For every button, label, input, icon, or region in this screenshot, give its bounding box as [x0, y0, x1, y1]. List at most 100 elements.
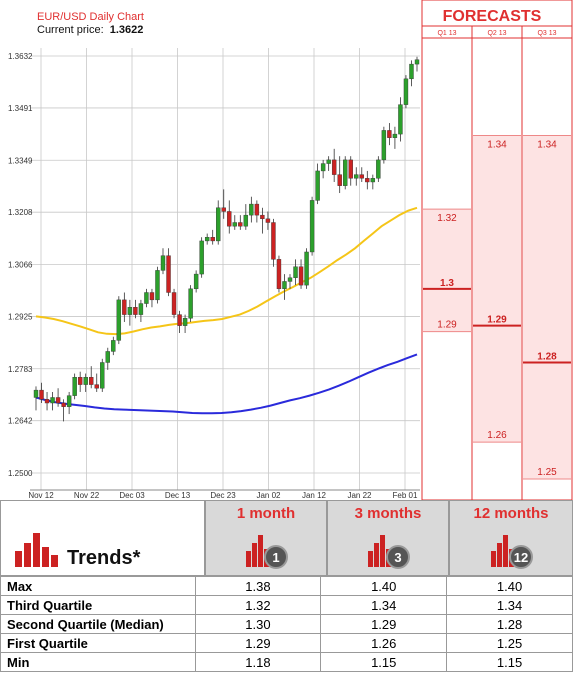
- trend-value: 1.40: [446, 576, 573, 596]
- candle-body: [160, 255, 166, 271]
- candle-body: [83, 377, 88, 385]
- trend-value: 1.15: [446, 652, 573, 672]
- candle-body: [127, 307, 133, 315]
- x-tick-label: Jan 22: [347, 491, 372, 500]
- candle-body: [94, 384, 99, 389]
- x-tick-label: Dec 23: [210, 491, 236, 500]
- candle-body: [376, 159, 381, 179]
- x-tick-label: Nov 12: [28, 491, 54, 500]
- forecast-column-label: Q2 13: [487, 30, 506, 37]
- candle-body: [227, 211, 232, 227]
- forecast-first-quartile-label: 1.25: [537, 467, 557, 478]
- trend-value: 1.34: [446, 595, 573, 615]
- candle-body: [359, 174, 364, 179]
- candle-body: [33, 389, 39, 398]
- candle-body: [354, 174, 359, 179]
- candle-body: [381, 130, 387, 161]
- candle-body: [89, 377, 94, 385]
- icon-badge: [386, 545, 410, 569]
- candle-body: [116, 299, 122, 341]
- trend-column-header: 1 month 1: [205, 500, 327, 576]
- forecast-range-band: [423, 209, 471, 332]
- candle-body: [182, 318, 188, 326]
- candle-body: [331, 159, 337, 175]
- candle-body: [293, 266, 298, 278]
- y-tick-label: 1.3208: [8, 208, 33, 217]
- trend-value: 1.34: [320, 595, 448, 615]
- y-tick-label: 1.3066: [8, 261, 33, 270]
- forecast-first-quartile-label: 1.26: [487, 430, 507, 441]
- candle-body: [249, 203, 254, 216]
- trend-row: Third Quartile 1.32 1.34 1.34: [0, 595, 573, 615]
- candle-body: [254, 203, 260, 216]
- y-tick-label: 1.2925: [8, 312, 33, 321]
- x-tick-label: Nov 22: [74, 491, 100, 500]
- candle-body: [320, 163, 326, 172]
- candle-body: [111, 340, 116, 352]
- trend-row-label: Second Quartile (Median): [0, 614, 196, 634]
- candle-body: [392, 133, 398, 138]
- x-tick-label: Feb 01: [393, 491, 418, 500]
- forecast-range-band: [473, 135, 521, 443]
- trends-table: Max 1.38 1.40 1.40 Third Quartile 1.32 1.34 1.3…: [0, 576, 573, 672]
- bar-chart-icon: [15, 533, 58, 567]
- y-tick-label: 1.3491: [8, 104, 33, 113]
- forecast-column-label: Q1 13: [437, 30, 456, 37]
- candle-body: [243, 214, 249, 227]
- candle-body: [144, 292, 149, 304]
- candle-body: [315, 170, 320, 201]
- trend-row-label: Third Quartile: [0, 595, 196, 615]
- trend-row-label: Min: [0, 652, 196, 672]
- trend-value: 1.26: [320, 633, 448, 653]
- icon-bar: [491, 551, 496, 567]
- candle-body: [216, 207, 221, 242]
- candle-body: [138, 303, 144, 315]
- candle-body: [171, 292, 177, 315]
- candle-body: [72, 377, 77, 396]
- trend-column-title: 3 months: [354, 505, 422, 522]
- candle-body: [155, 270, 160, 301]
- forecast-third-quartile-label: 1.34: [487, 139, 507, 150]
- forecasts-title: FORECASTS: [443, 8, 542, 25]
- candle-body: [343, 159, 348, 186]
- candle-body: [387, 130, 392, 138]
- trend-value: 1.25: [446, 633, 573, 653]
- forecast-column-label: Q3 13: [537, 30, 556, 37]
- icon-bar: [497, 543, 502, 567]
- trend-row: Second Quartile (Median) 1.30 1.29 1.28: [0, 614, 573, 634]
- candle-body: [122, 299, 127, 315]
- current-price-label: Current price:: [37, 24, 104, 36]
- price-chart: EUR/USD Daily Chart Current price: 1.362…: [8, 0, 573, 500]
- candle-body: [271, 222, 276, 260]
- candle-body: [61, 402, 66, 407]
- x-tick-label: Dec 03: [119, 491, 145, 500]
- x-tick-label: Jan 12: [302, 491, 327, 500]
- candle-body: [133, 307, 138, 315]
- candle-body: [309, 200, 315, 253]
- candle-body: [50, 397, 55, 404]
- candle-body: [204, 237, 210, 242]
- forecast-third-quartile-label: 1.34: [537, 139, 557, 150]
- candle-body: [39, 389, 44, 400]
- current-price-text: Current price: 1.3622: [37, 24, 143, 36]
- icon-bar: [380, 535, 385, 567]
- candle-body: [44, 399, 50, 404]
- candle-body: [188, 288, 193, 319]
- icon-number: 3: [394, 550, 401, 565]
- moving-average-short-line: [35, 206, 418, 336]
- icon-bar: [252, 543, 257, 567]
- candle-body: [409, 63, 414, 80]
- forecast-median-label: 1.3: [440, 278, 454, 289]
- y-tick-label: 1.3632: [8, 52, 33, 61]
- trend-row: First Quartile 1.29 1.26 1.25: [0, 633, 573, 653]
- trend-column-title: 12 months: [473, 505, 549, 522]
- icon-bar: [368, 551, 373, 567]
- candle-body: [232, 222, 237, 227]
- candle-body: [298, 266, 304, 286]
- trend-row: Min 1.18 1.15 1.15: [0, 652, 573, 672]
- forecast-third-quartile-label: 1.32: [437, 213, 457, 224]
- candle-body: [326, 159, 331, 164]
- candle-body: [304, 251, 309, 286]
- forecast-median-label: 1.29: [487, 315, 507, 326]
- horizon-icon: 12: [491, 535, 533, 569]
